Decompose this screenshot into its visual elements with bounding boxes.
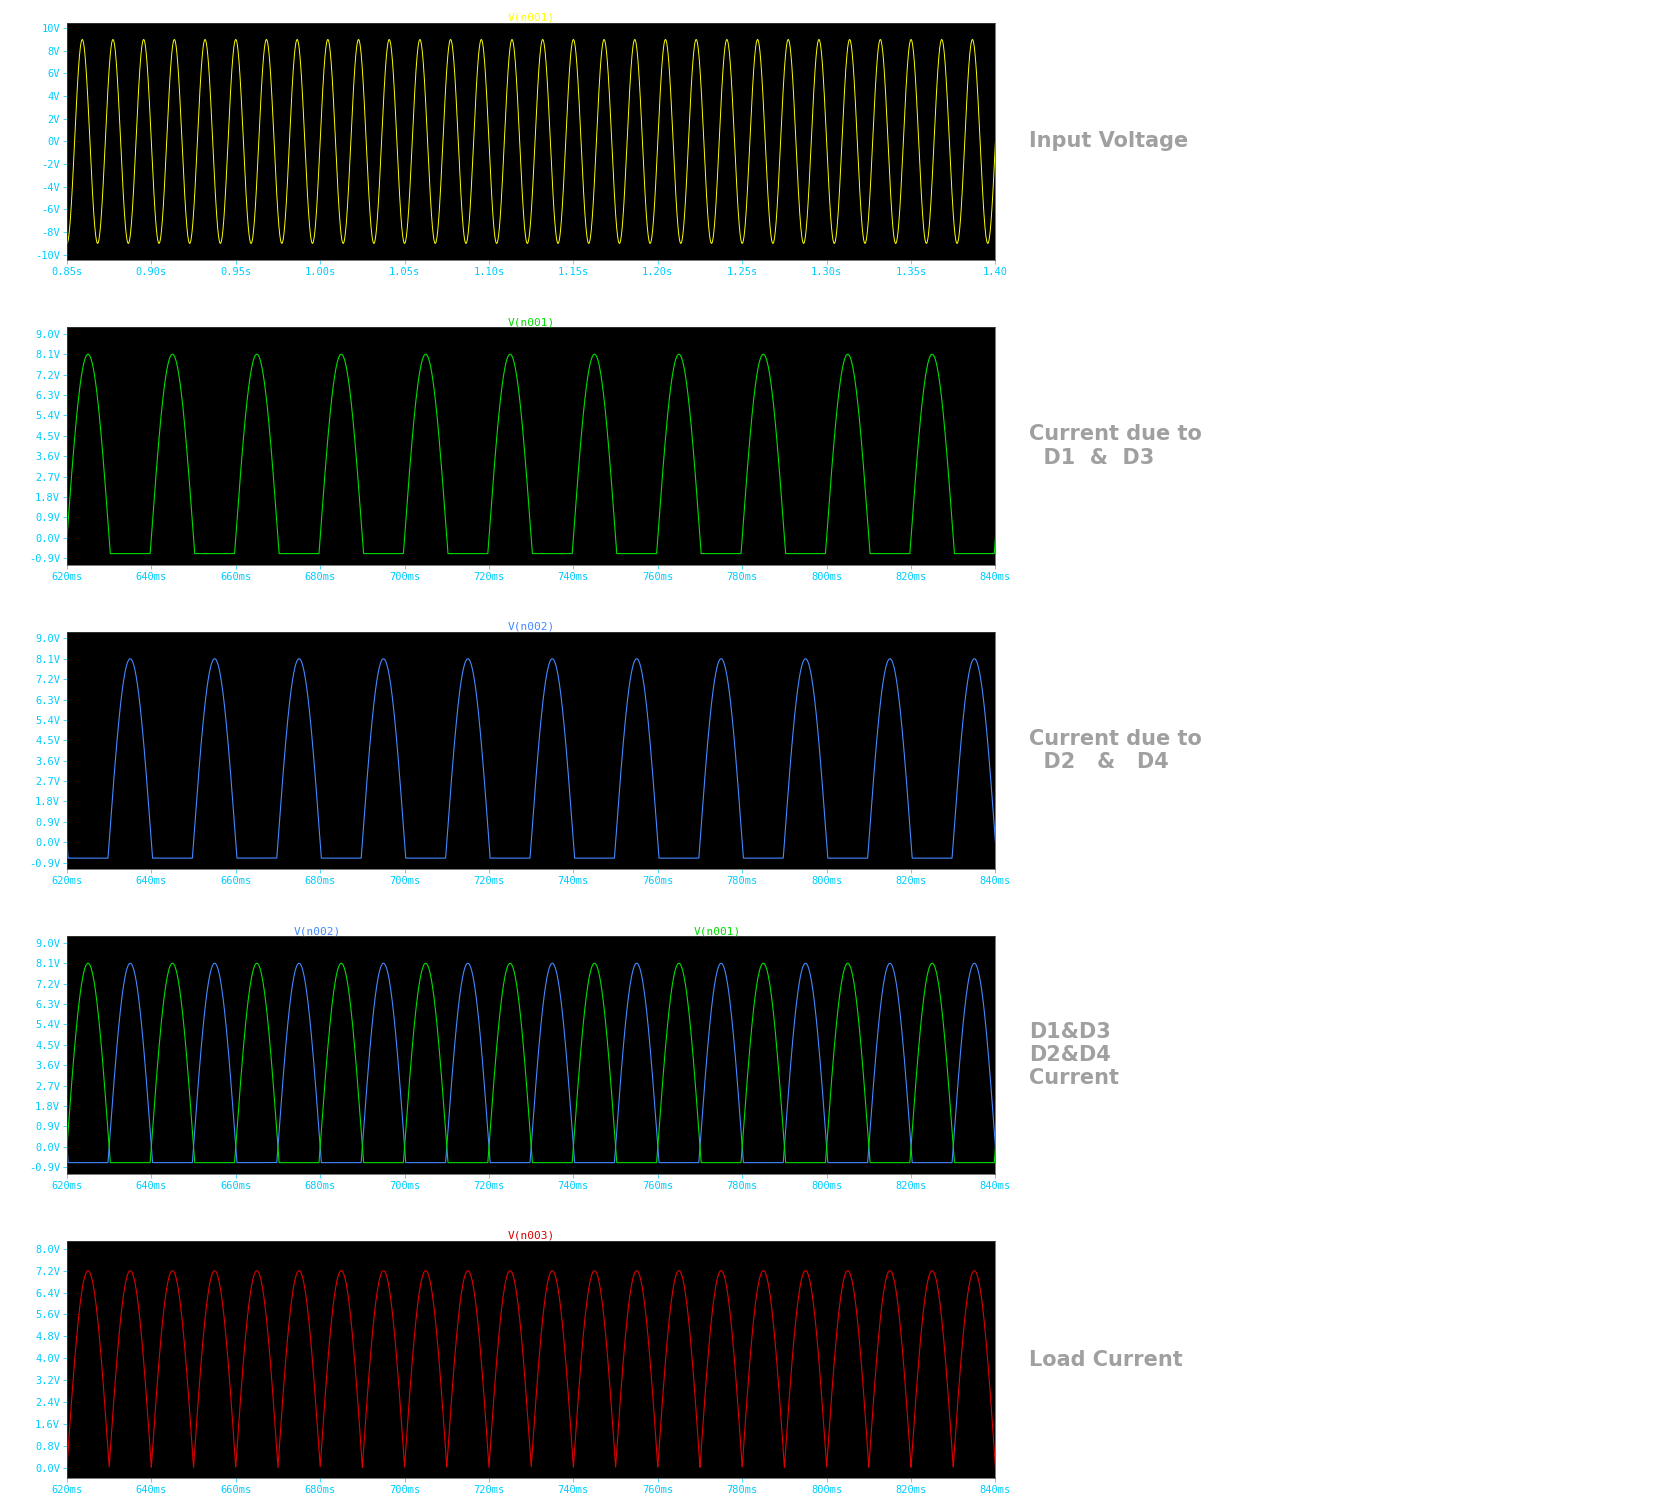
Text: V(n001): V(n001) [507,12,555,23]
Text: V(n001): V(n001) [693,926,741,937]
Text: Current due to
  D2   &   D4: Current due to D2 & D4 [1029,729,1201,772]
Text: Input Voltage: Input Voltage [1029,132,1188,152]
Text: V(n001): V(n001) [507,317,555,327]
Text: D1&D3
D2&D4
Current: D1&D3 D2&D4 Current [1029,1022,1119,1088]
Text: V(n002): V(n002) [507,621,555,632]
Text: V(n003): V(n003) [507,1231,555,1241]
Text: Current due to
  D1  &  D3: Current due to D1 & D3 [1029,425,1201,468]
Text: Load Current: Load Current [1029,1349,1183,1369]
Text: V(n002): V(n002) [294,926,341,937]
